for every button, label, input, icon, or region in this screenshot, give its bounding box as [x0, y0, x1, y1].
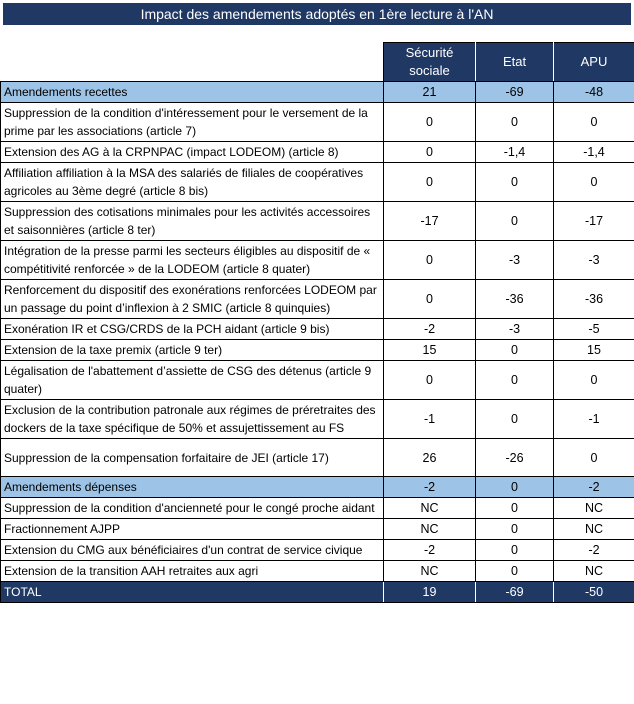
- value-apu: 15: [554, 340, 634, 361]
- table-row: Exonération IR et CSG/CRDS de la PCH aid…: [1, 319, 634, 340]
- table-row: Extension du CMG aux bénéficiaires d'un …: [1, 540, 634, 561]
- table-row: Suppression de la condition d'intéressem…: [1, 103, 634, 142]
- value-etat: 0: [476, 103, 554, 142]
- table-row: Exclusion de la contribution patronale a…: [1, 400, 634, 439]
- table-row: Suppression de la condition d'ancienneté…: [1, 498, 634, 519]
- value-etat: -3: [476, 241, 554, 280]
- header-blank-cell: [1, 43, 384, 82]
- header-row: Sécurité sociale Etat APU: [1, 43, 634, 82]
- value-securite-sociale: -2: [384, 477, 476, 498]
- table-row: Extension des AG à la CRPNPAC (impact LO…: [1, 142, 634, 163]
- value-apu: -1,4: [554, 142, 634, 163]
- value-securite-sociale: 0: [384, 241, 476, 280]
- impact-table: Sécurité sociale Etat APU Amendements re…: [0, 42, 634, 603]
- value-etat: 0: [476, 498, 554, 519]
- value-etat: -3: [476, 319, 554, 340]
- row-label: Suppression de la compensation forfaitai…: [1, 439, 384, 477]
- column-header-apu: APU: [554, 43, 634, 82]
- value-etat: 0: [476, 540, 554, 561]
- value-securite-sociale: NC: [384, 498, 476, 519]
- value-etat: -1,4: [476, 142, 554, 163]
- table-row: Extension de la taxe premix (article 9 t…: [1, 340, 634, 361]
- value-apu: -50: [554, 582, 634, 603]
- value-etat: 0: [476, 561, 554, 582]
- table-row: Affiliation affiliation à la MSA des sal…: [1, 163, 634, 202]
- value-securite-sociale: 0: [384, 361, 476, 400]
- row-label: Suppression des cotisations minimales po…: [1, 202, 384, 241]
- table-row: Suppression des cotisations minimales po…: [1, 202, 634, 241]
- value-apu: -36: [554, 280, 634, 319]
- value-apu: 0: [554, 361, 634, 400]
- value-etat: -26: [476, 439, 554, 477]
- row-label: Affiliation affiliation à la MSA des sal…: [1, 163, 384, 202]
- row-label: Intégration de la presse parmi les secte…: [1, 241, 384, 280]
- value-apu: NC: [554, 519, 634, 540]
- row-label: Exclusion de la contribution patronale a…: [1, 400, 384, 439]
- row-label: Extension de la taxe premix (article 9 t…: [1, 340, 384, 361]
- value-apu: -1: [554, 400, 634, 439]
- row-label: Suppression de la condition d'ancienneté…: [1, 498, 384, 519]
- row-label: Légalisation de l'abattement d’assiette …: [1, 361, 384, 400]
- row-label: Extension de la transition AAH retraites…: [1, 561, 384, 582]
- value-etat: -69: [476, 582, 554, 603]
- value-securite-sociale: 0: [384, 103, 476, 142]
- value-securite-sociale: 19: [384, 582, 476, 603]
- value-apu: NC: [554, 561, 634, 582]
- value-etat: 0: [476, 400, 554, 439]
- row-label: TOTAL: [1, 582, 384, 603]
- row-label: Extension des AG à la CRPNPAC (impact LO…: [1, 142, 384, 163]
- value-etat: 0: [476, 340, 554, 361]
- value-securite-sociale: -17: [384, 202, 476, 241]
- table-row: Suppression de la compensation forfaitai…: [1, 439, 634, 477]
- value-securite-sociale: 15: [384, 340, 476, 361]
- value-apu: 0: [554, 103, 634, 142]
- value-securite-sociale: NC: [384, 519, 476, 540]
- value-securite-sociale: 21: [384, 82, 476, 103]
- value-etat: 0: [476, 477, 554, 498]
- value-apu: -2: [554, 477, 634, 498]
- row-label: Suppression de la condition d'intéressem…: [1, 103, 384, 142]
- amendments-impact-report: Impact des amendements adoptés en 1ère l…: [0, 3, 634, 603]
- row-label: Amendements recettes: [1, 82, 384, 103]
- row-label: Amendements dépenses: [1, 477, 384, 498]
- column-header-securite-sociale: Sécurité sociale: [384, 43, 476, 82]
- value-securite-sociale: -2: [384, 319, 476, 340]
- value-apu: -3: [554, 241, 634, 280]
- value-apu: NC: [554, 498, 634, 519]
- value-apu: -48: [554, 82, 634, 103]
- value-securite-sociale: -1: [384, 400, 476, 439]
- value-securite-sociale: 26: [384, 439, 476, 477]
- row-label: Exonération IR et CSG/CRDS de la PCH aid…: [1, 319, 384, 340]
- value-securite-sociale: NC: [384, 561, 476, 582]
- page-title: Impact des amendements adoptés en 1ère l…: [3, 3, 631, 25]
- value-securite-sociale: 0: [384, 142, 476, 163]
- row-label: Renforcement du dispositif des exonérati…: [1, 280, 384, 319]
- table-row: Légalisation de l'abattement d’assiette …: [1, 361, 634, 400]
- value-securite-sociale: 0: [384, 280, 476, 319]
- value-etat: 0: [476, 202, 554, 241]
- value-etat: -36: [476, 280, 554, 319]
- value-apu: 0: [554, 439, 634, 477]
- row-label: Fractionnement AJPP: [1, 519, 384, 540]
- value-etat: 0: [476, 361, 554, 400]
- value-apu: 0: [554, 163, 634, 202]
- value-etat: 0: [476, 163, 554, 202]
- value-apu: -2: [554, 540, 634, 561]
- table-row: Intégration de la presse parmi les secte…: [1, 241, 634, 280]
- column-header-etat: Etat: [476, 43, 554, 82]
- value-apu: -5: [554, 319, 634, 340]
- table-row: Extension de la transition AAH retraites…: [1, 561, 634, 582]
- value-etat: -69: [476, 82, 554, 103]
- table-row: Renforcement du dispositif des exonérati…: [1, 280, 634, 319]
- value-apu: -17: [554, 202, 634, 241]
- value-securite-sociale: 0: [384, 163, 476, 202]
- row-label: Extension du CMG aux bénéficiaires d'un …: [1, 540, 384, 561]
- value-etat: 0: [476, 519, 554, 540]
- value-securite-sociale: -2: [384, 540, 476, 561]
